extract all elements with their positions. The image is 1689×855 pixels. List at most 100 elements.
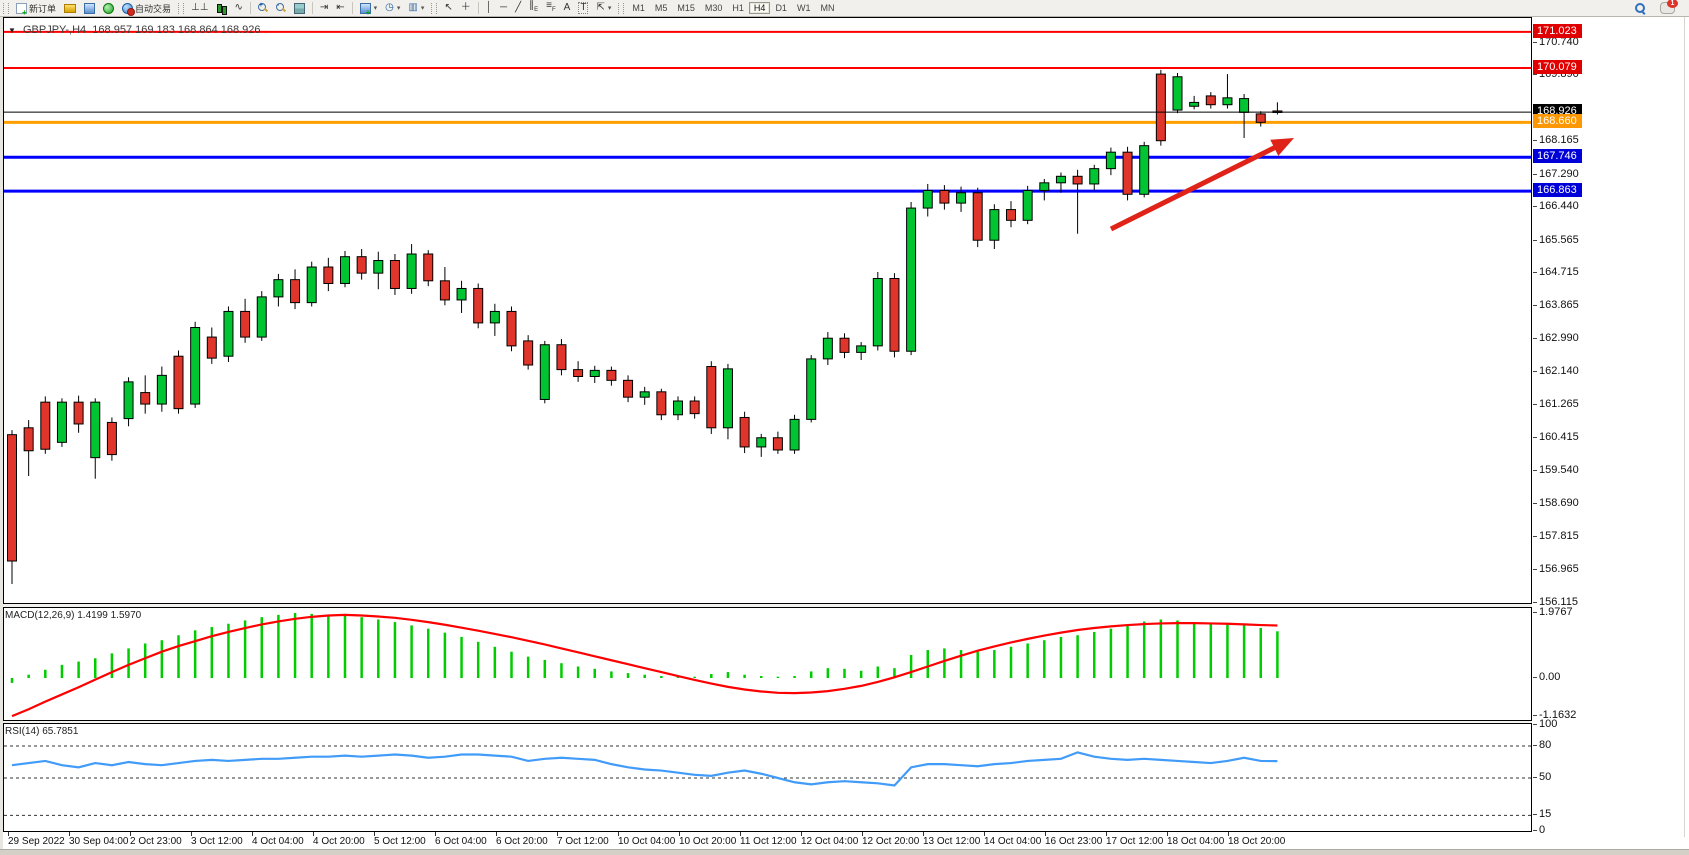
time-axis[interactable]: 29 Sep 2022 30 Sep 04:00 2 Oct 23:00 3 Oct … — [3, 832, 1532, 849]
date-label: 10 Oct 20:00 — [679, 836, 737, 847]
indicators-button[interactable]: + ▾ — [356, 0, 382, 16]
chart-symbol-period: GBPJPY-,H4 — [22, 24, 87, 36]
macd-histogram-bar — [177, 635, 180, 678]
candle-body — [1105, 151, 1116, 170]
chevron-down-icon[interactable]: ▼ — [8, 26, 16, 35]
candle-chart-mode-button[interactable] — [212, 0, 230, 16]
zoom-in-button[interactable]: + — [254, 0, 272, 16]
fibonacci-tool-button[interactable]: ≡F — [542, 0, 560, 16]
rsi-indicator-label: RSI(14) 65.7851 — [5, 726, 79, 737]
macd-panel[interactable] — [3, 607, 1532, 721]
horizontal-line-tool-button[interactable]: ─ — [496, 0, 511, 16]
timeframe-button-h1[interactable]: H1 — [732, 2, 744, 13]
history-window-icon — [84, 2, 96, 14]
tile-windows-button[interactable] — [290, 0, 309, 16]
toolbar-gripper — [431, 2, 438, 14]
macd-histogram-bar — [660, 676, 663, 678]
trendline-tool-button[interactable]: ╱ — [511, 0, 525, 16]
tick-mark — [1533, 41, 1537, 43]
panel-divider[interactable] — [3, 604, 1532, 607]
macd-histogram-bar — [110, 653, 114, 678]
price-tick-label: 158.690 — [1539, 496, 1579, 509]
window-bottom-edge — [0, 849, 1689, 855]
chart-title: ▼ GBPJPY-,H4 168.957 169.183 168.864 168… — [8, 24, 261, 36]
tick-mark — [1533, 272, 1537, 274]
timeframe-group: M1 M5 M15 M30 H1 H4 D1 W1 MN — [627, 1, 839, 15]
zoom-out-button[interactable]: - — [272, 0, 290, 16]
candle-body — [1039, 182, 1050, 191]
trend-arrow-head[interactable] — [1270, 138, 1294, 156]
time-tick — [618, 832, 619, 836]
bar-chart-mode-button[interactable]: ⊥⊥ — [187, 0, 212, 16]
macd-histogram-bar — [1126, 624, 1129, 678]
candle-body — [1122, 151, 1133, 195]
signals-button[interactable] — [99, 0, 118, 16]
tick-mark — [1533, 470, 1537, 472]
rsi-scale-label: 15 — [1539, 808, 1552, 821]
equidistant-channel-icon: ∥E — [529, 0, 539, 14]
timeframe-button-d1[interactable]: D1 — [775, 2, 787, 13]
price-badge: 166.863 — [1533, 183, 1582, 198]
fibonacci-icon: ≡F — [546, 0, 556, 14]
notifications-button[interactable]: 1 — [1656, 0, 1679, 16]
date-label: 18 Oct 20:00 — [1228, 836, 1286, 847]
chart-shift-button[interactable]: ⇤ — [332, 0, 348, 16]
timeframe-button-m5[interactable]: M5 — [654, 2, 668, 13]
macd-histogram-bar — [1276, 631, 1279, 678]
candle-body — [623, 379, 634, 398]
tick-mark — [1533, 814, 1537, 816]
rsi-panel[interactable] — [3, 723, 1532, 832]
periods-button[interactable]: ◷ ▾ — [385, 2, 401, 13]
tick-mark — [1533, 677, 1537, 678]
search-button[interactable] — [1631, 0, 1650, 16]
new-order-button[interactable]: + 新订单 — [12, 0, 60, 16]
macd-signal-line — [11, 613, 1278, 718]
gold-button[interactable] — [60, 0, 80, 16]
price-tick-label: 156.965 — [1539, 563, 1579, 575]
timeframe-button-m15[interactable]: M15 — [677, 2, 695, 13]
trend-arrow-line[interactable] — [1109, 142, 1281, 232]
tick-mark — [1533, 723, 1537, 725]
candle-body — [789, 418, 800, 451]
candlestick-icon — [216, 3, 228, 15]
tick-mark — [1533, 173, 1537, 175]
auto-scroll-button[interactable]: ⇥ — [316, 0, 332, 16]
price-chart-panel[interactable] — [3, 17, 1532, 604]
timeframe-button-m1[interactable]: M1 — [632, 2, 645, 13]
macd-histogram-bar — [1059, 636, 1063, 678]
template-icon: ▥ — [408, 2, 418, 13]
macd-histogram-bar — [243, 620, 247, 678]
channel-tool-button[interactable]: ∥E — [525, 0, 542, 16]
candle-body — [340, 256, 350, 284]
candle-body — [889, 278, 900, 352]
crosshair-tool-button[interactable]: ＋ — [457, 0, 475, 16]
macd-histogram-bar — [1009, 646, 1013, 678]
price-tick-label: 162.990 — [1539, 332, 1579, 345]
macd-histogram-bar — [843, 668, 846, 678]
cursor-tool-button[interactable]: ↖ — [440, 0, 456, 16]
toolbar-gripper — [618, 2, 625, 14]
line-chart-mode-button[interactable]: ∿ — [230, 0, 246, 16]
text-label-tool-button[interactable]: T — [574, 0, 592, 16]
timeframe-button-w1[interactable]: W1 — [796, 2, 811, 13]
timeframe-button-m30[interactable]: M30 — [704, 2, 723, 13]
candle-body — [1239, 98, 1250, 113]
history-center-button[interactable] — [80, 0, 99, 16]
tick-mark — [1533, 502, 1537, 504]
timeframe-button-mn[interactable]: MN — [820, 2, 835, 13]
price-tick-label: 157.815 — [1539, 530, 1579, 543]
timeframe-button-h4[interactable]: H4 — [748, 1, 771, 14]
panel-divider[interactable] — [3, 721, 1532, 723]
macd-histogram-bar — [427, 628, 430, 678]
vertical-line-tool-button[interactable]: │ — [482, 0, 496, 16]
text-tool-button[interactable]: A — [560, 0, 575, 16]
arrows-tool-button[interactable]: ⇱ ▾ — [596, 2, 612, 13]
templates-button[interactable]: ▥ ▾ — [408, 2, 425, 13]
candle-body — [23, 427, 34, 452]
time-tick — [313, 832, 314, 836]
autotrade-button[interactable]: 自动交易 — [118, 0, 175, 16]
candle-body — [373, 260, 384, 274]
price-axis[interactable]: 170.740 169.890 168.165 167.290 166.440 165.5… — [1533, 17, 1689, 836]
tick-mark — [1533, 715, 1537, 717]
macd-histogram-bar — [526, 656, 530, 678]
